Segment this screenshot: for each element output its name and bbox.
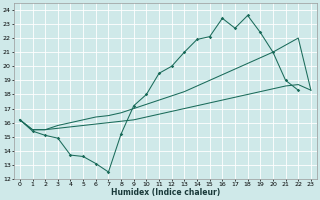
X-axis label: Humidex (Indice chaleur): Humidex (Indice chaleur) (111, 188, 220, 197)
